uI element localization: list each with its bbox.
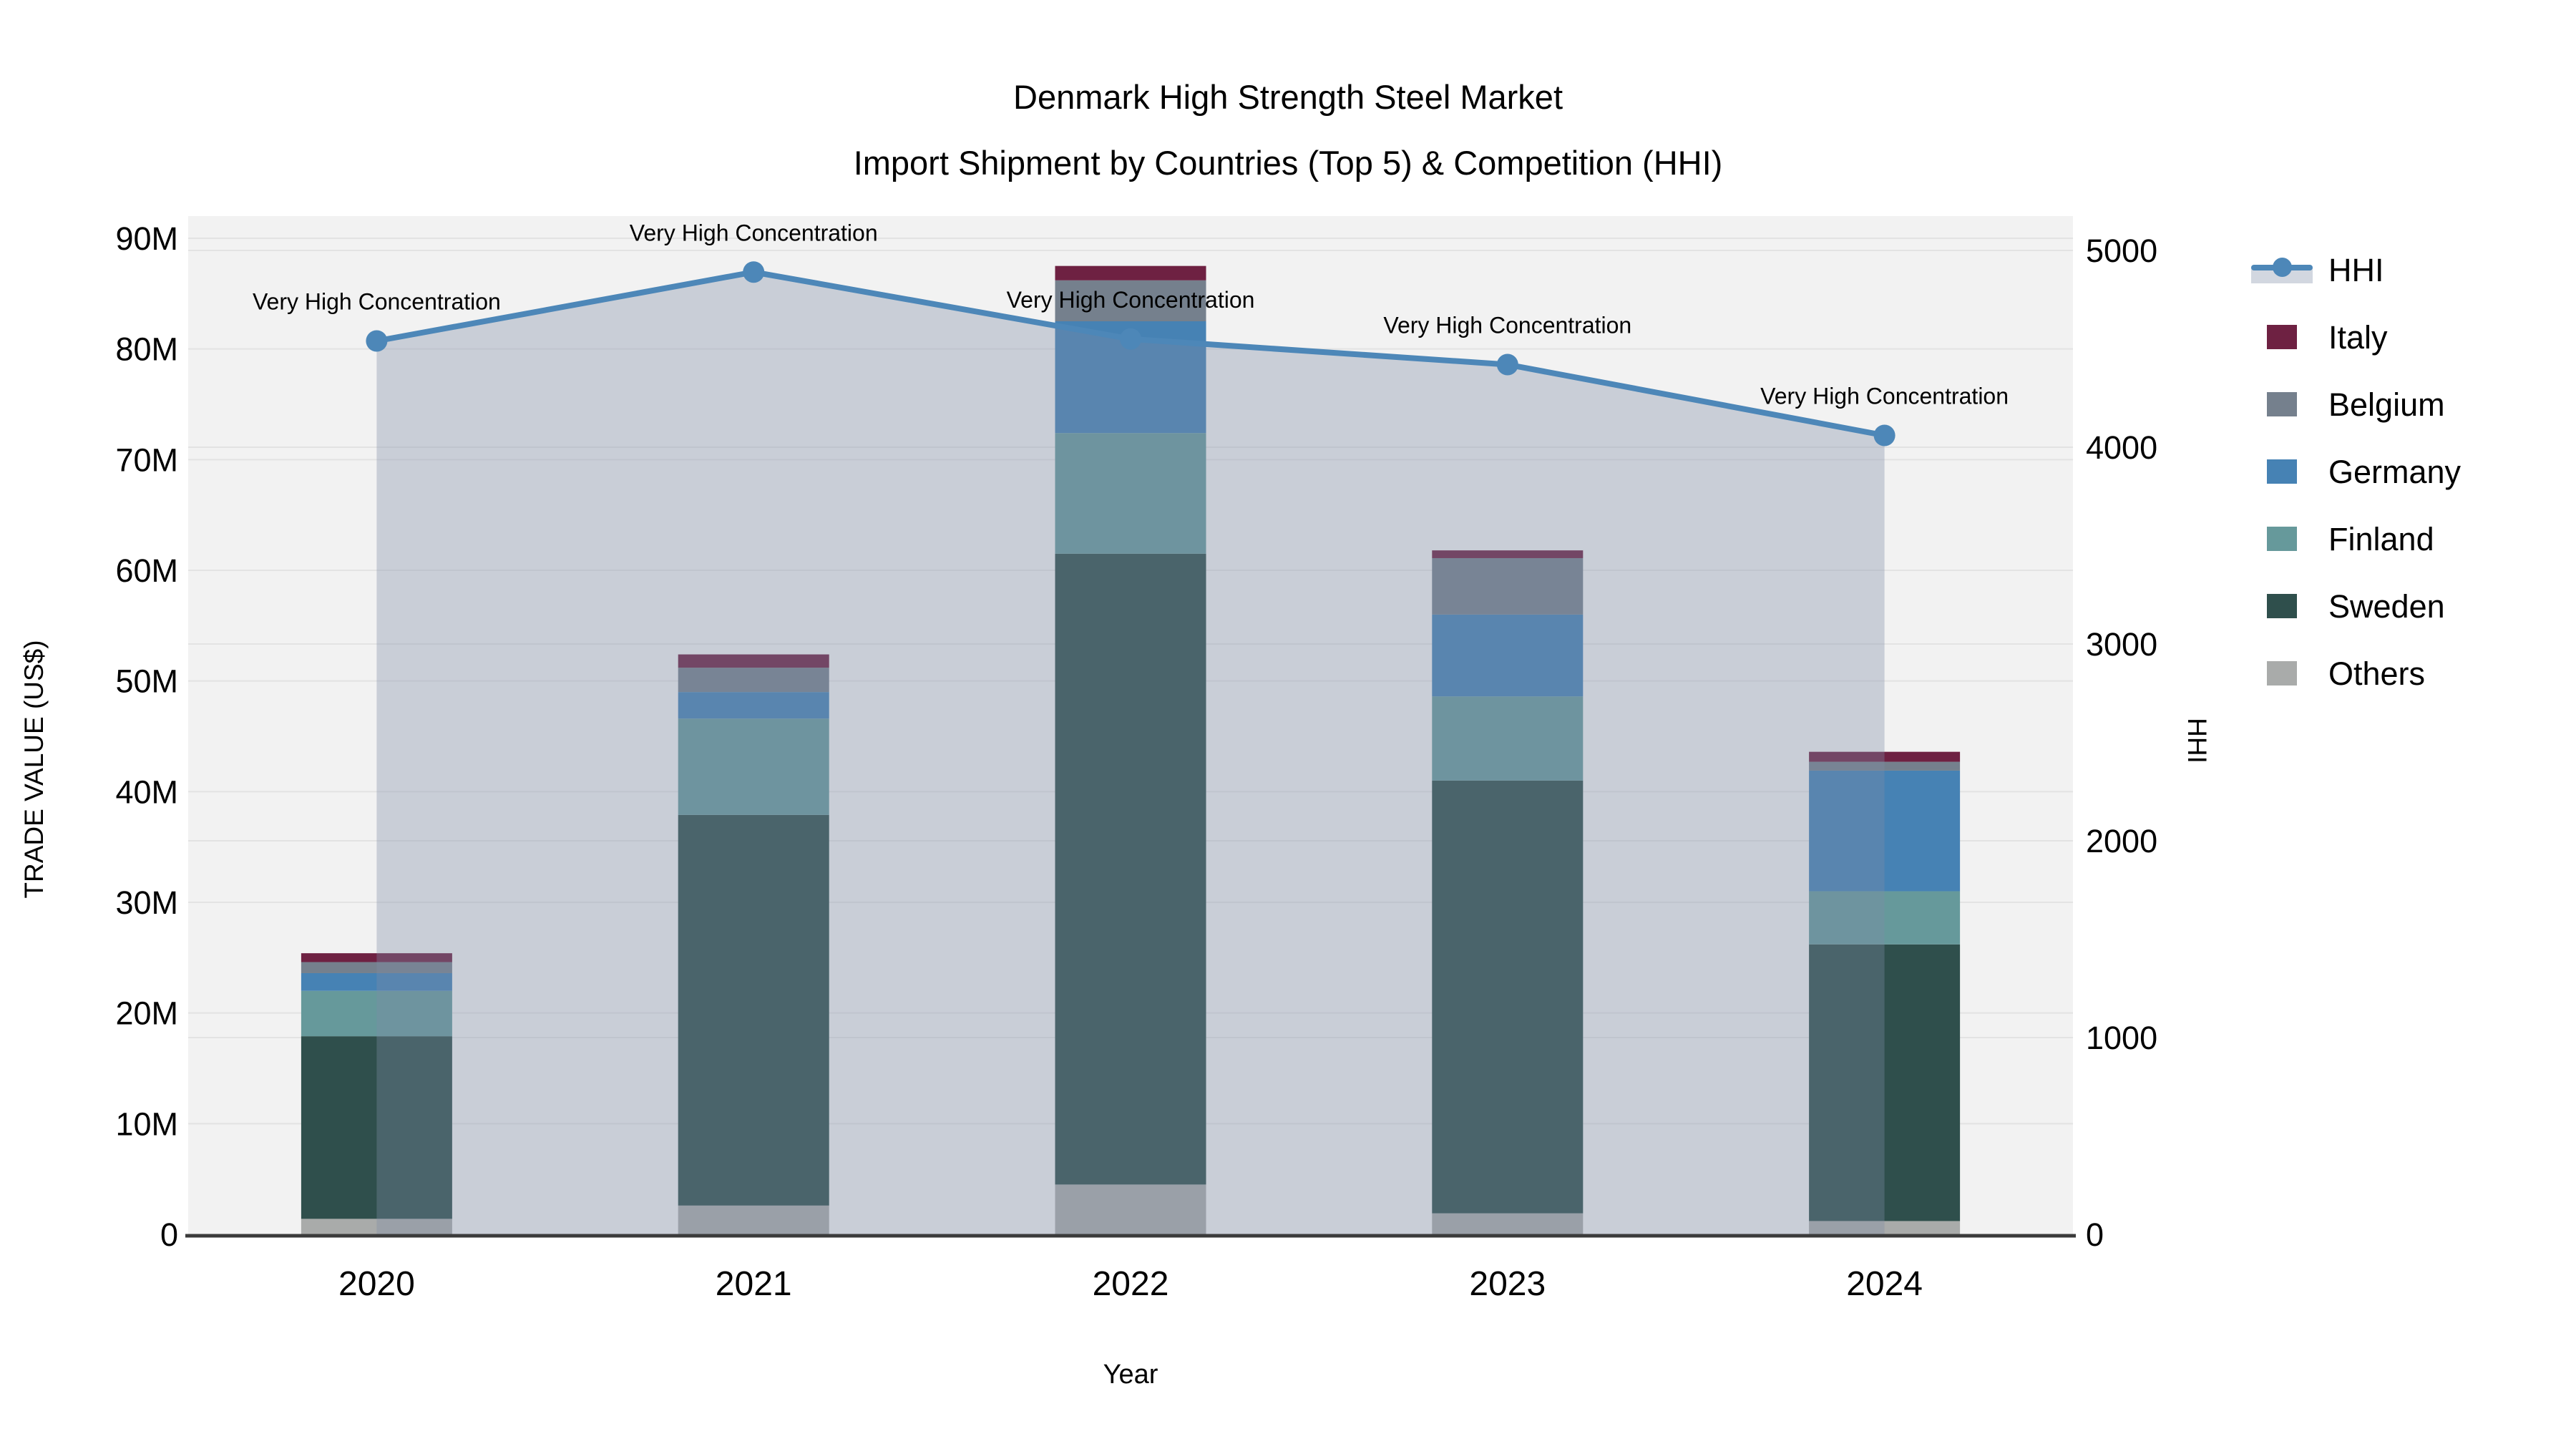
- legend-item-germany[interactable]: Germany: [2267, 438, 2461, 505]
- y-right-tick-2000: 2000: [2086, 823, 2157, 859]
- legend-item-belgium[interactable]: Belgium: [2267, 371, 2461, 438]
- legend-item-others[interactable]: Others: [2267, 640, 2461, 707]
- hhi-marker-2024[interactable]: [1873, 424, 1896, 447]
- chart-legend: HHI Italy Belgium Germany Finland Sweden Other…: [2251, 236, 2461, 707]
- legend-label-italy: Italy: [2328, 318, 2388, 356]
- legend-label-hhi: HHI: [2328, 251, 2384, 288]
- bar-segment-sweden-2021[interactable]: [678, 814, 829, 1206]
- bars-group: [301, 265, 1961, 1234]
- x-tick-2021: 2021: [716, 1265, 792, 1303]
- bar-segment-sweden-2023[interactable]: [1432, 780, 1584, 1214]
- bar-segment-belgium-2021[interactable]: [678, 668, 829, 693]
- x-tick-2024: 2024: [1846, 1265, 1923, 1303]
- bar-segment-belgium-2023[interactable]: [1432, 557, 1584, 615]
- legend-item-hhi[interactable]: HHI: [2251, 236, 2461, 303]
- annotation-2020: Very High Concentration: [253, 289, 501, 315]
- y-left-tick-0: 0: [160, 1216, 178, 1253]
- y-left-tick-10M: 10M: [115, 1106, 178, 1142]
- legend-swatch-italy: [2267, 325, 2297, 349]
- bar-segment-germany-2020[interactable]: [301, 972, 452, 991]
- y-right-tick-1000: 1000: [2086, 1020, 2157, 1056]
- legend-line-swatch-hhi: [2251, 255, 2313, 285]
- y-left-tick-80M: 80M: [115, 331, 178, 368]
- bar-segment-finland-2024[interactable]: [1809, 891, 1961, 945]
- bar-segment-germany-2023[interactable]: [1432, 614, 1584, 697]
- legend-item-finland[interactable]: Finland: [2267, 505, 2461, 572]
- bar-segment-sweden-2020[interactable]: [301, 1036, 452, 1219]
- y-left-tick-20M: 20M: [115, 995, 178, 1032]
- legend-label-others: Others: [2328, 655, 2426, 692]
- legend-item-sweden[interactable]: Sweden: [2267, 572, 2461, 640]
- annotation-2023: Very High Concentration: [1383, 313, 1631, 338]
- bar-segment-finland-2022[interactable]: [1055, 433, 1206, 554]
- y-axis-left-title: TRADE VALUE (US$): [19, 640, 49, 899]
- x-tick-2022: 2022: [1093, 1265, 1169, 1303]
- bar-segment-others-2022[interactable]: [1055, 1184, 1206, 1234]
- bar-segment-belgium-2020[interactable]: [301, 962, 452, 973]
- bar-segment-others-2023[interactable]: [1432, 1213, 1584, 1234]
- bar-segment-italy-2022[interactable]: [1055, 265, 1206, 280]
- y-left-tick-30M: 30M: [115, 884, 178, 921]
- legend-label-sweden: Sweden: [2328, 587, 2445, 625]
- y-left-tick-60M: 60M: [115, 552, 178, 589]
- y-left-tick-40M: 40M: [115, 774, 178, 810]
- bar-segment-germany-2024[interactable]: [1809, 770, 1961, 892]
- hhi-marker-2020[interactable]: [366, 330, 388, 352]
- hhi-marker-2021[interactable]: [743, 261, 765, 283]
- annotation-2022: Very High Concentration: [1007, 287, 1255, 313]
- y-right-tick-0: 0: [2086, 1216, 2104, 1253]
- bar-segment-belgium-2022[interactable]: [1055, 280, 1206, 321]
- legend-swatch-belgium: [2267, 392, 2297, 416]
- bar-segment-finland-2021[interactable]: [678, 718, 829, 815]
- bar-segment-germany-2021[interactable]: [678, 692, 829, 719]
- legend-item-italy[interactable]: Italy: [2267, 303, 2461, 371]
- chart-title-line1: Denmark High Strength Steel Market: [1013, 78, 1563, 116]
- bar-segment-others-2021[interactable]: [678, 1205, 829, 1234]
- y-left-tick-90M: 90M: [115, 220, 178, 257]
- y-right-tick-5000: 5000: [2086, 233, 2157, 269]
- hhi-marker-sample: [2273, 258, 2292, 277]
- annotation-2024: Very High Concentration: [1760, 384, 2009, 409]
- hhi-marker-2023[interactable]: [1496, 353, 1518, 376]
- y-axis-right-title: HHI: [2182, 718, 2212, 763]
- y-right-tick-4000: 4000: [2086, 429, 2157, 466]
- legend-label-finland: Finland: [2328, 520, 2434, 557]
- bar-segment-italy-2024[interactable]: [1809, 751, 1961, 762]
- bar-segment-italy-2020[interactable]: [301, 953, 452, 962]
- x-axis-title: Year: [1103, 1360, 1158, 1390]
- chart-title-line2: Import Shipment by Countries (Top 5) & C…: [853, 144, 1723, 182]
- bar-segment-finland-2023[interactable]: [1432, 696, 1584, 781]
- legend-swatch-others: [2267, 661, 2297, 686]
- hhi-marker-2022[interactable]: [1120, 328, 1141, 350]
- legend-swatch-sweden: [2267, 594, 2297, 618]
- legend-label-belgium: Belgium: [2328, 386, 2445, 423]
- legend-label-germany: Germany: [2328, 453, 2462, 490]
- bar-segment-sweden-2024[interactable]: [1809, 944, 1961, 1221]
- bar-segment-others-2020[interactable]: [301, 1219, 452, 1234]
- bar-segment-italy-2021[interactable]: [678, 654, 829, 668]
- legend-swatch-finland: [2267, 527, 2297, 551]
- annotation-2021: Very High Concentration: [630, 220, 878, 245]
- hhi-area-fill: [376, 272, 1885, 1234]
- x-tick-2023: 2023: [1469, 1265, 1546, 1303]
- bar-segment-finland-2020[interactable]: [301, 990, 452, 1037]
- y-right-tick-3000: 3000: [2086, 626, 2157, 663]
- y-left-tick-50M: 50M: [115, 663, 178, 700]
- legend-swatch-germany: [2267, 459, 2297, 484]
- y-left-tick-70M: 70M: [115, 441, 178, 478]
- bar-segment-belgium-2024[interactable]: [1809, 761, 1961, 771]
- bar-segment-sweden-2022[interactable]: [1055, 553, 1206, 1185]
- bar-segment-italy-2023[interactable]: [1432, 550, 1584, 558]
- bar-segment-others-2024[interactable]: [1809, 1221, 1961, 1234]
- x-tick-2020: 2020: [338, 1265, 415, 1303]
